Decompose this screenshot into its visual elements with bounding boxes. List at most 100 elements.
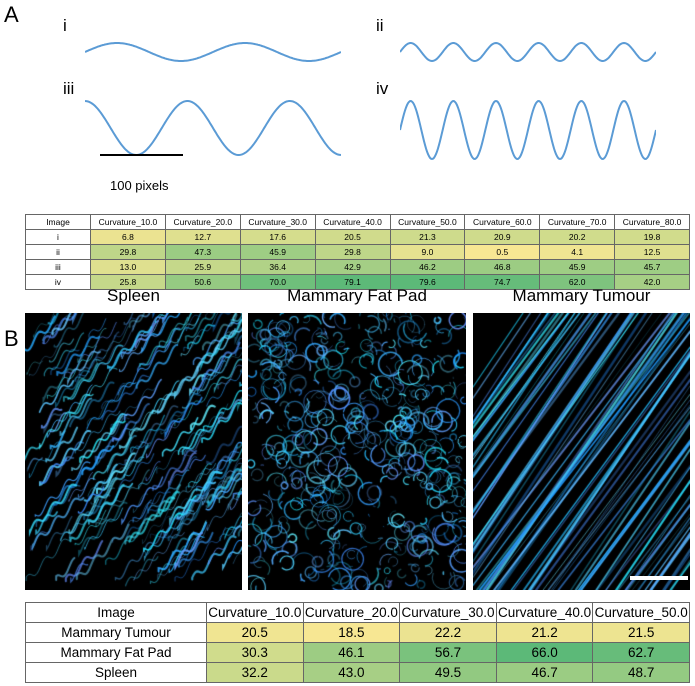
table-cell: 32.2	[206, 662, 304, 683]
column-header: Curvature_50.0	[592, 602, 690, 623]
table-row: iv 25.8 50.6 70.0 79.1 79.6 74.7 62.0 42.0	[25, 274, 690, 290]
column-header: Curvature_20.0	[164, 214, 241, 230]
table-cell: 21.5	[592, 622, 690, 643]
table-cell: 46.8	[464, 259, 541, 275]
column-header: Curvature_30.0	[239, 214, 316, 230]
sine-wave-ii	[400, 41, 656, 63]
table-header-row: Image Curvature_10.0 Curvature_20.0 Curvatu…	[25, 602, 690, 623]
table-cell: 6.8	[90, 229, 166, 245]
row-label: iii	[25, 259, 91, 275]
table-cell: 66.0	[495, 642, 594, 663]
micrograph-tumour	[473, 313, 690, 590]
table-cell: 79.6	[389, 274, 466, 290]
column-header: Curvature_10.0	[206, 602, 304, 623]
table-cell: 56.7	[399, 642, 497, 663]
table-cell: 21.2	[495, 622, 594, 643]
sine-wave-iii	[85, 100, 341, 156]
row-label: iv	[25, 274, 91, 290]
table-header-row: Image Curvature_10.0 Curvature_20.0 Curvatu…	[25, 214, 690, 230]
column-header: Image	[25, 214, 91, 230]
wave-line	[400, 41, 656, 63]
table-cell: 9.0	[389, 244, 466, 260]
table-cell: 30.3	[206, 642, 304, 663]
table-cell: 12.7	[164, 229, 241, 245]
curvature-table-a: Image Curvature_10.0 Curvature_20.0 Curvatu…	[25, 214, 690, 290]
table-cell: 50.6	[164, 274, 241, 290]
column-header: Curvature_30.0	[399, 602, 497, 623]
table-row: ii 29.8 47.3 45.9 29.8 9.0 0.5 4.1 12.5	[25, 244, 690, 260]
table-cell: 29.8	[314, 244, 391, 260]
table-cell: 0.5	[464, 244, 541, 260]
table-cell: 46.7	[495, 662, 594, 683]
table-cell: 42.9	[314, 259, 391, 275]
column-header: Curvature_40.0	[314, 214, 391, 230]
column-header: Curvature_60.0	[464, 214, 541, 230]
scale-bar	[100, 154, 183, 156]
table-cell: 45.9	[539, 259, 616, 275]
table-cell: 49.5	[399, 662, 497, 683]
table-cell: 48.7	[592, 662, 690, 683]
row-label: Mammary Fat Pad	[25, 642, 207, 663]
image-scale-bar	[630, 576, 688, 580]
table-cell: 4.1	[539, 244, 616, 260]
table-cell: 20.2	[539, 229, 616, 245]
wave-line	[85, 42, 341, 62]
table-cell: 22.2	[399, 622, 497, 643]
table-cell: 45.7	[614, 259, 690, 275]
wave-label-iii: iii	[63, 79, 75, 98]
table-cell: 74.7	[464, 274, 541, 290]
table-cell: 20.5	[206, 622, 304, 643]
wave-line	[85, 100, 341, 156]
row-label: Mammary Tumour	[25, 622, 207, 643]
row-label: ii	[25, 244, 91, 260]
table-cell: 13.0	[90, 259, 166, 275]
column-header: Curvature_50.0	[389, 214, 466, 230]
wave-label-i: i	[63, 16, 67, 35]
panel-letter-b: B	[4, 326, 19, 351]
wave-line	[400, 99, 656, 161]
sine-wave-iv	[400, 99, 656, 161]
column-header: Curvature_70.0	[539, 214, 616, 230]
table-row: Mammary Tumour 20.5 18.5 22.2 21.2 21.5	[25, 622, 690, 643]
image-title-spleen: Spleen	[107, 286, 160, 305]
table-cell: 25.9	[164, 259, 241, 275]
table-cell: 17.6	[239, 229, 316, 245]
table-row: i 6.8 12.7 17.6 20.5 21.3 20.9 20.2 19.8	[25, 229, 690, 245]
table-cell: 62.7	[592, 642, 690, 663]
column-header: Image	[25, 602, 207, 623]
image-title-fat-pad: Mammary Fat Pad	[287, 286, 427, 305]
column-header: Curvature_10.0	[90, 214, 166, 230]
table-cell: 29.8	[90, 244, 166, 260]
row-label: i	[25, 229, 91, 245]
micrograph-fat-pad	[248, 313, 466, 590]
table-row: iii 13.0 25.9 36.4 42.9 46.2 46.8 45.9 45.7	[25, 259, 690, 275]
table-row: Mammary Fat Pad 30.3 46.1 56.7 66.0 62.7	[25, 642, 690, 663]
column-header: Curvature_20.0	[302, 602, 401, 623]
table-cell: 20.9	[464, 229, 541, 245]
table-cell: 79.1	[314, 274, 391, 290]
table-row: Spleen 32.2 43.0 49.5 46.7 48.7	[25, 662, 690, 683]
column-header: Curvature_40.0	[495, 602, 594, 623]
column-header: Curvature_80.0	[614, 214, 690, 230]
table-cell: 19.8	[614, 229, 690, 245]
table-cell: 46.2	[389, 259, 466, 275]
table-cell: 47.3	[164, 244, 241, 260]
table-cell: 46.1	[302, 642, 401, 663]
panel-letter-a: A	[4, 2, 19, 27]
curvature-table-b: Image Curvature_10.0 Curvature_20.0 Curvatu…	[25, 602, 690, 683]
table-cell: 43.0	[302, 662, 401, 683]
wave-label-ii: ii	[376, 16, 384, 35]
micrograph-spleen	[25, 313, 242, 590]
row-label: Spleen	[25, 662, 207, 683]
table-cell: 12.5	[614, 244, 690, 260]
table-cell: 25.8	[90, 274, 166, 290]
scale-bar-label: 100 pixels	[110, 178, 169, 193]
image-title-tumour: Mammary Tumour	[512, 286, 651, 305]
table-cell: 21.3	[389, 229, 466, 245]
table-cell: 42.0	[614, 274, 690, 290]
table-cell: 18.5	[302, 622, 401, 643]
sine-wave-i	[85, 42, 341, 62]
table-cell: 45.9	[239, 244, 316, 260]
table-cell: 62.0	[539, 274, 616, 290]
